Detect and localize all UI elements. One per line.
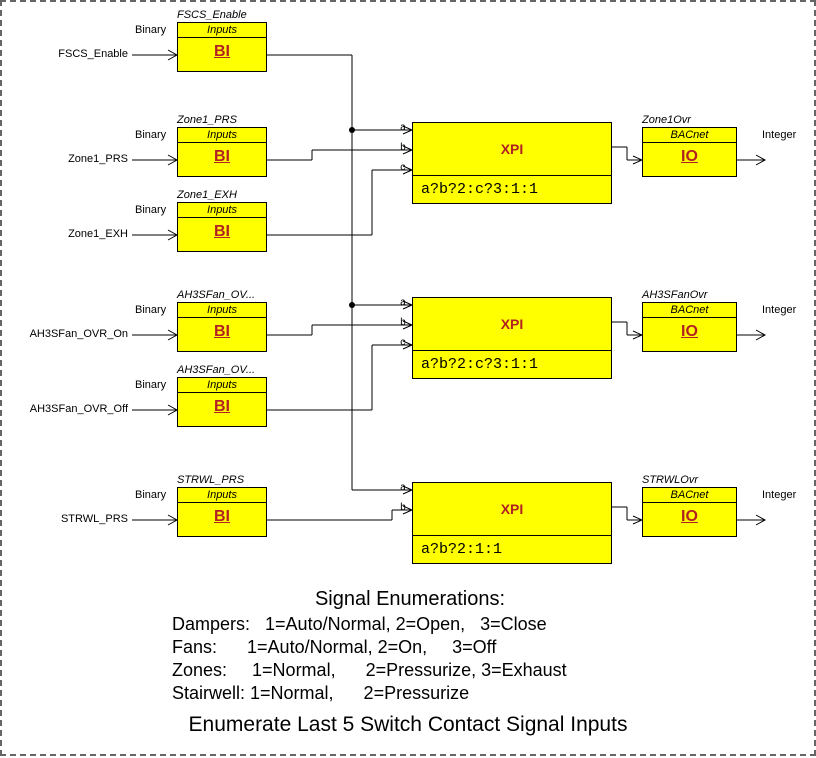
bi-signal-label: AH3SFan_OVR_Off	[30, 403, 128, 415]
bi-block-subtitle: Inputs	[178, 203, 266, 218]
xpi-expression: a?b?2:c?3:1:1	[413, 175, 611, 203]
xpi-block: XPIa?b?2:c?3:1:1	[412, 297, 612, 379]
xpi-port-label: c	[400, 163, 406, 174]
bi-type-label: Binary	[135, 129, 166, 141]
bi-block: InputsBI	[177, 202, 267, 252]
bi-block: InputsBI	[177, 22, 267, 72]
bi-block-title: FSCS_Enable	[177, 9, 247, 21]
io-block-subtitle: BACnet	[643, 128, 736, 143]
bi-block: InputsBI	[177, 377, 267, 427]
xpi-label: XPI	[413, 483, 611, 535]
io-block-title: AH3SFanOvr	[642, 289, 707, 301]
bi-block-type: BI	[178, 503, 266, 526]
bi-block-title: Zone1_PRS	[177, 114, 237, 126]
enum-title: Signal Enumerations:	[2, 587, 816, 612]
xpi-block: XPIa?b?2:1:1	[412, 482, 612, 564]
bi-block: InputsBI	[177, 127, 267, 177]
bi-block-subtitle: Inputs	[178, 128, 266, 143]
io-out-type: Integer	[762, 129, 796, 141]
bi-block-title: Zone1_EXH	[177, 189, 237, 201]
xpi-port-label: c	[400, 338, 406, 349]
io-block-type: IO	[643, 318, 736, 341]
bi-block: InputsBI	[177, 302, 267, 352]
enum-footer: Enumerate Last 5 Switch Contact Signal I…	[2, 713, 814, 737]
bi-type-label: Binary	[135, 204, 166, 216]
bi-block-title: AH3SFan_OV...	[177, 364, 255, 376]
xpi-port-label: a	[400, 483, 406, 494]
io-block-title: Zone1Ovr	[642, 114, 691, 126]
bi-block-subtitle: Inputs	[178, 488, 266, 503]
bi-block-type: BI	[178, 318, 266, 341]
bi-type-label: Binary	[135, 24, 166, 36]
bi-block-type: BI	[178, 38, 266, 61]
bi-signal-label: AH3SFan_OVR_On	[30, 328, 128, 340]
bi-block-subtitle: Inputs	[178, 23, 266, 38]
bi-signal-label: STRWL_PRS	[61, 513, 128, 525]
enum-row: Stairwell: 1=Normal, 2=Pressurize	[172, 682, 469, 705]
io-block: BACnetIO	[642, 302, 737, 352]
bi-type-label: Binary	[135, 379, 166, 391]
xpi-port-label: b	[400, 143, 406, 154]
xpi-label: XPI	[413, 123, 611, 175]
bi-block: InputsBI	[177, 487, 267, 537]
io-block-title: STRWLOvr	[642, 474, 698, 486]
io-block-subtitle: BACnet	[643, 303, 736, 318]
xpi-port-label: b	[400, 318, 406, 329]
bi-signal-label: Zone1_PRS	[68, 153, 128, 165]
io-block: BACnetIO	[642, 487, 737, 537]
xpi-expression: a?b?2:1:1	[413, 535, 611, 563]
bi-signal-label: Zone1_EXH	[68, 228, 128, 240]
xpi-port-label: b	[400, 503, 406, 514]
xpi-port-label: a	[400, 298, 406, 309]
io-out-type: Integer	[762, 489, 796, 501]
xpi-block: XPIa?b?2:c?3:1:1	[412, 122, 612, 204]
io-block-subtitle: BACnet	[643, 488, 736, 503]
io-block-type: IO	[643, 143, 736, 166]
bi-block-title: AH3SFan_OV...	[177, 289, 255, 301]
enum-row: Dampers: 1=Auto/Normal, 2=Open, 3=Close	[172, 613, 547, 636]
xpi-port-label: a	[400, 123, 406, 134]
bi-block-type: BI	[178, 393, 266, 416]
bi-block-title: STRWL_PRS	[177, 474, 244, 486]
xpi-label: XPI	[413, 298, 611, 350]
bi-block-subtitle: Inputs	[178, 303, 266, 318]
io-block-type: IO	[643, 503, 736, 526]
bi-type-label: Binary	[135, 304, 166, 316]
io-block: BACnetIO	[642, 127, 737, 177]
bi-block-type: BI	[178, 143, 266, 166]
bi-block-subtitle: Inputs	[178, 378, 266, 393]
bi-block-type: BI	[178, 218, 266, 241]
enum-row: Fans: 1=Auto/Normal, 2=On, 3=Off	[172, 636, 496, 659]
bi-type-label: Binary	[135, 489, 166, 501]
enum-row: Zones: 1=Normal, 2=Pressurize, 3=Exhaust	[172, 659, 567, 682]
io-out-type: Integer	[762, 304, 796, 316]
xpi-expression: a?b?2:c?3:1:1	[413, 350, 611, 378]
bi-signal-label: FSCS_Enable	[58, 48, 128, 60]
